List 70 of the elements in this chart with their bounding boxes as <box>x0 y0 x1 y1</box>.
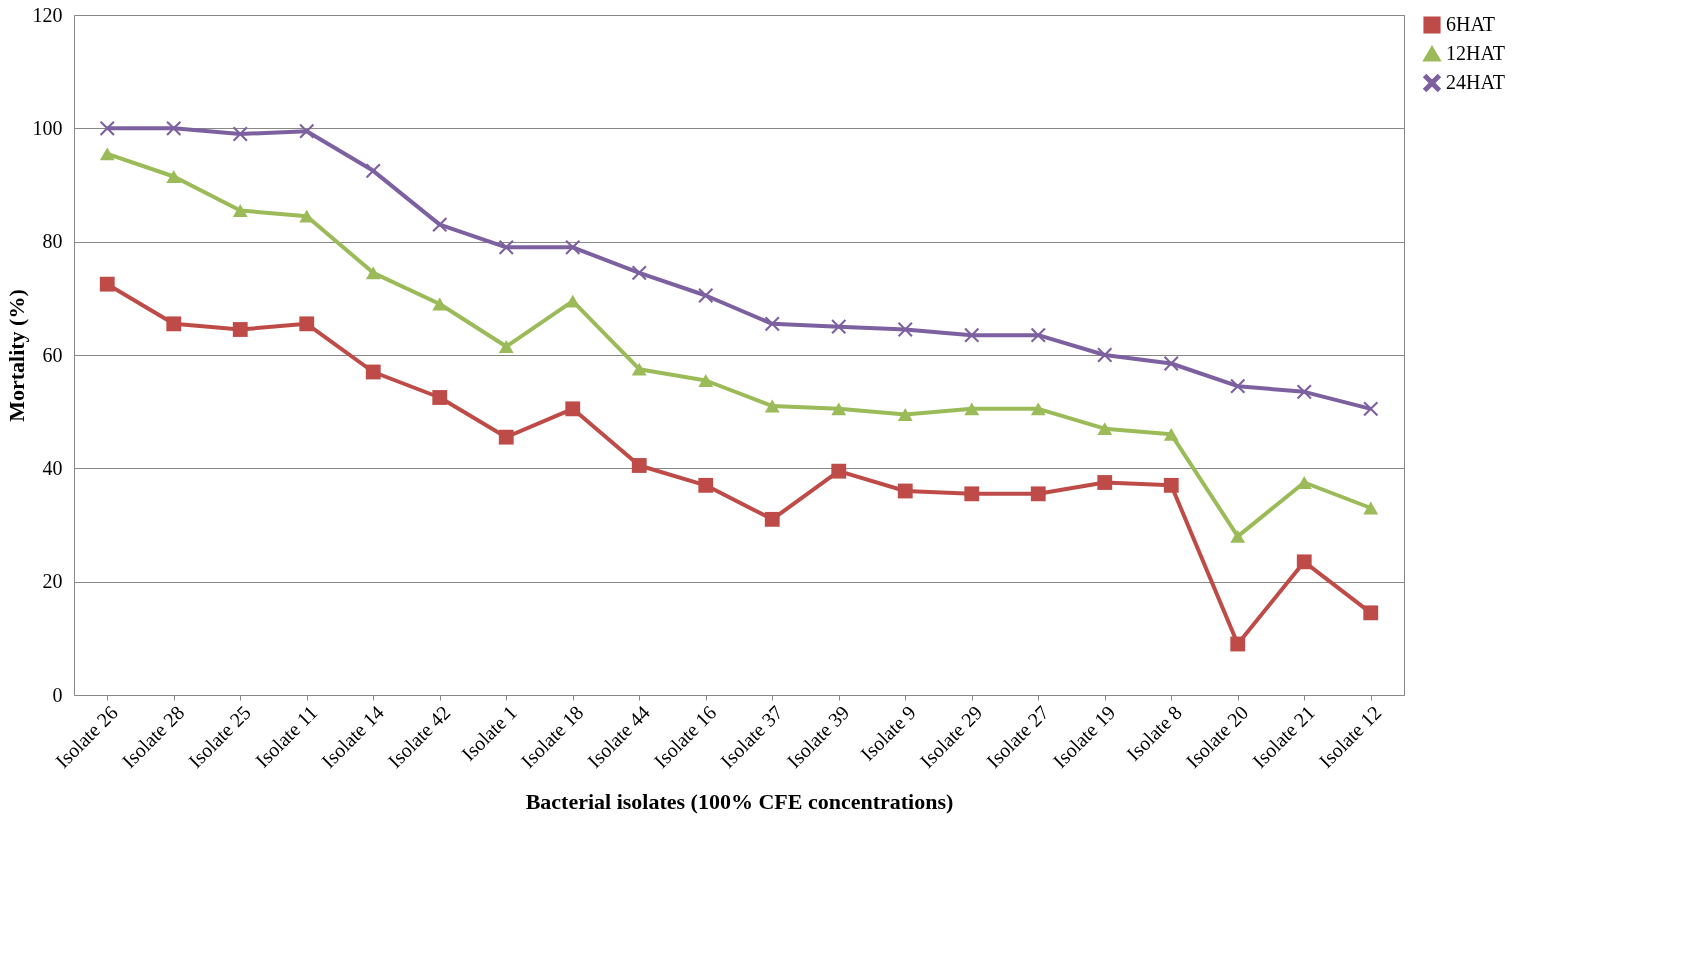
point <box>1163 427 1179 441</box>
point <box>565 401 581 417</box>
point <box>232 322 248 337</box>
y-tick-label: 80 <box>42 230 63 253</box>
point <box>831 463 847 479</box>
legend-label: 6HAT <box>1446 13 1495 35</box>
point <box>1296 384 1312 400</box>
point <box>1230 529 1246 543</box>
point <box>1363 605 1379 621</box>
point <box>964 486 980 502</box>
point <box>565 294 581 308</box>
point <box>432 297 448 311</box>
legend-label: 12HAT <box>1446 42 1505 64</box>
point <box>764 316 780 332</box>
point <box>1030 402 1046 416</box>
y-tick-label: 40 <box>42 456 63 479</box>
point <box>964 327 980 343</box>
point <box>897 483 913 499</box>
point <box>365 364 381 380</box>
point <box>631 265 647 281</box>
point <box>1163 477 1179 493</box>
point <box>831 402 847 416</box>
point <box>964 402 980 416</box>
point <box>1030 327 1046 343</box>
point <box>432 390 448 405</box>
point <box>299 123 315 139</box>
y-tick-label: 0 <box>52 683 63 706</box>
point <box>698 288 714 303</box>
point <box>498 429 514 445</box>
point <box>897 408 913 421</box>
point <box>99 120 115 136</box>
point <box>698 374 714 387</box>
point <box>1097 347 1113 363</box>
point <box>232 126 248 142</box>
point <box>764 399 780 413</box>
point <box>1163 356 1179 371</box>
x-axis-title: Bacterial isolates (100% CFE concentrations) <box>525 789 954 815</box>
point <box>365 266 381 280</box>
point <box>1097 475 1113 490</box>
point <box>831 319 847 335</box>
y-tick-label: 120 <box>32 3 63 26</box>
point <box>1363 501 1379 515</box>
point <box>565 239 581 255</box>
point <box>1363 401 1379 417</box>
point <box>1230 378 1246 394</box>
point <box>1230 636 1246 652</box>
point <box>232 204 248 217</box>
point <box>299 316 315 332</box>
point <box>1030 486 1046 502</box>
point <box>764 511 780 527</box>
y-tick-label: 60 <box>42 343 63 366</box>
point <box>432 217 448 233</box>
point <box>365 163 381 179</box>
point <box>1296 554 1312 570</box>
y-tick-label: 100 <box>32 116 63 139</box>
point <box>498 239 514 255</box>
point <box>498 340 514 353</box>
point <box>1097 422 1113 436</box>
point <box>631 458 647 473</box>
point <box>166 120 182 136</box>
point <box>166 170 182 183</box>
point <box>99 276 115 292</box>
legend-label: 24HAT <box>1446 71 1505 93</box>
point <box>166 316 182 332</box>
point <box>897 322 913 337</box>
y-tick-label: 20 <box>42 570 63 593</box>
point <box>99 147 115 161</box>
point <box>631 362 647 376</box>
point <box>698 477 714 493</box>
y-axis-title: Mortality (%) <box>3 289 29 422</box>
